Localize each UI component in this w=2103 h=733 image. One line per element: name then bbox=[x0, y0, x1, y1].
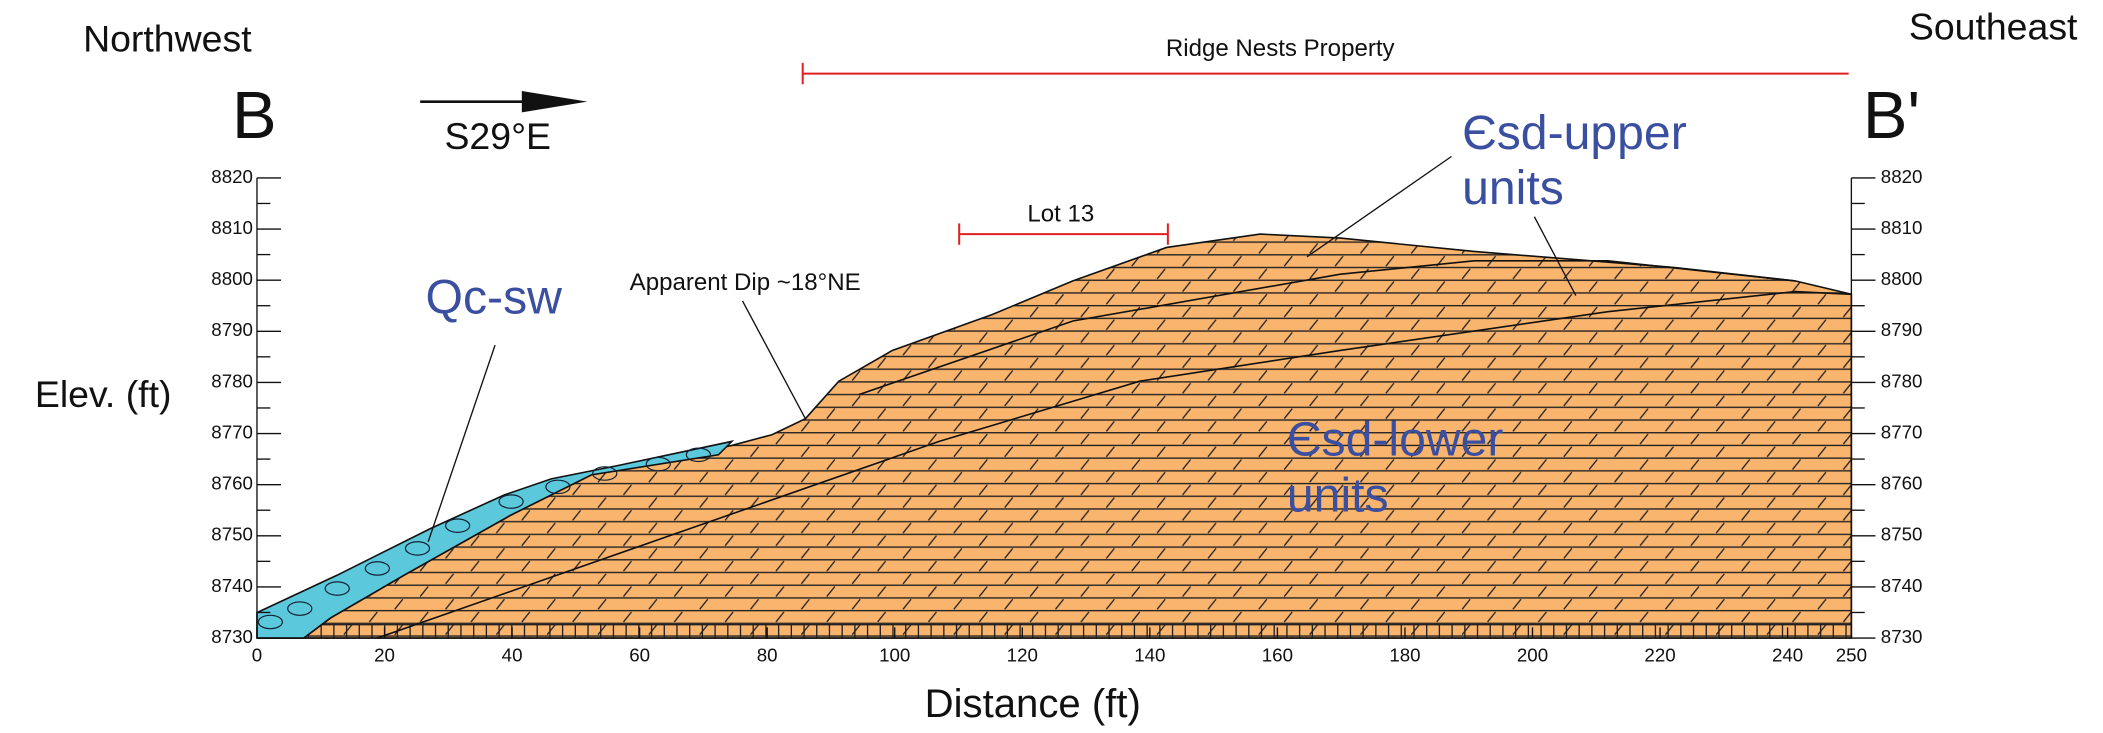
y-tick-label: 8810 bbox=[211, 217, 253, 238]
y-tick-label: 8790 bbox=[211, 319, 253, 340]
property-label: Ridge Nests Property bbox=[1166, 35, 1395, 62]
x-tick-label: 0 bbox=[252, 645, 262, 666]
qc-leader bbox=[427, 344, 496, 542]
x-tick-label: 250 bbox=[1836, 645, 1867, 666]
right-direction: Southeast bbox=[1909, 5, 2078, 47]
y-tick-label: 8740 bbox=[211, 575, 253, 596]
geology bbox=[256, 233, 1853, 639]
clast bbox=[364, 561, 390, 576]
y-axis-label: Elev. (ft) bbox=[35, 373, 172, 415]
y-tick-label: 8760 bbox=[1881, 473, 1923, 494]
x-tick-label: 160 bbox=[1262, 645, 1293, 666]
contact bbox=[377, 290, 1852, 639]
y-tick-label: 8810 bbox=[1881, 217, 1923, 238]
x-tick-label: 240 bbox=[1772, 645, 1803, 666]
y-tick-label: 8760 bbox=[211, 473, 253, 494]
x-tick-label: 100 bbox=[879, 645, 910, 666]
y-tick-label: 8820 bbox=[211, 166, 253, 187]
y-tick-label: 8770 bbox=[1881, 421, 1923, 442]
unit-qc: Qc-sw bbox=[426, 271, 563, 325]
dip-label: Apparent Dip ~18°NE bbox=[630, 269, 861, 296]
x-tick-label: 80 bbox=[757, 645, 778, 666]
section-start: B bbox=[232, 78, 277, 153]
clast bbox=[685, 447, 712, 463]
dip-leader bbox=[741, 300, 806, 419]
clast bbox=[444, 518, 471, 533]
x-tick-label: 60 bbox=[629, 645, 650, 666]
clast bbox=[498, 494, 524, 509]
x-axis-label: Distance (ft) bbox=[925, 681, 1141, 726]
x-tick-label: 20 bbox=[374, 645, 395, 666]
y-tick-label: 8780 bbox=[1881, 370, 1923, 391]
x-tick-label: 140 bbox=[1134, 645, 1165, 666]
left-direction: Northwest bbox=[83, 17, 252, 59]
y-tick-label: 8730 bbox=[1881, 626, 1923, 647]
y-tick-label: 8740 bbox=[1881, 575, 1923, 596]
unit-upper: Єsd-upper bbox=[1462, 106, 1687, 160]
clast bbox=[592, 466, 618, 481]
section-end: B' bbox=[1863, 78, 1920, 153]
y-tick-label: 8750 bbox=[1881, 524, 1923, 545]
x-tick-label: 180 bbox=[1389, 645, 1420, 666]
y-tick-label: 8800 bbox=[1881, 268, 1923, 289]
clast bbox=[545, 479, 571, 495]
x-tick-label: 40 bbox=[502, 645, 523, 666]
y-tick-label: 8780 bbox=[211, 370, 253, 391]
y-tick-label: 8730 bbox=[211, 626, 253, 647]
clast bbox=[257, 614, 283, 630]
y-tick-label: 8770 bbox=[211, 421, 253, 442]
unit-upper: units bbox=[1462, 161, 1564, 215]
clast bbox=[324, 581, 350, 596]
x-tick-label: 200 bbox=[1517, 645, 1548, 666]
x-tick-label: 220 bbox=[1644, 645, 1675, 666]
contact bbox=[858, 260, 1796, 396]
y-tick-label: 8820 bbox=[1881, 166, 1923, 187]
upper-leader bbox=[1533, 216, 1577, 296]
unit-lower: Єsd-lower bbox=[1287, 412, 1504, 466]
colluvium bbox=[256, 440, 735, 639]
bearing: S29°E bbox=[444, 115, 551, 157]
upper-leader bbox=[1306, 155, 1452, 258]
clast bbox=[287, 601, 313, 616]
y-tick-label: 8790 bbox=[1881, 319, 1923, 340]
unit-lower: units bbox=[1287, 469, 1389, 523]
arrow-head bbox=[521, 90, 588, 113]
clast bbox=[645, 456, 671, 472]
y-tick-label: 8800 bbox=[211, 268, 253, 289]
y-tick-label: 8750 bbox=[211, 524, 253, 545]
x-tick-label: 120 bbox=[1007, 645, 1038, 666]
clast bbox=[404, 541, 431, 556]
lot-label: Lot 13 bbox=[1027, 201, 1094, 228]
